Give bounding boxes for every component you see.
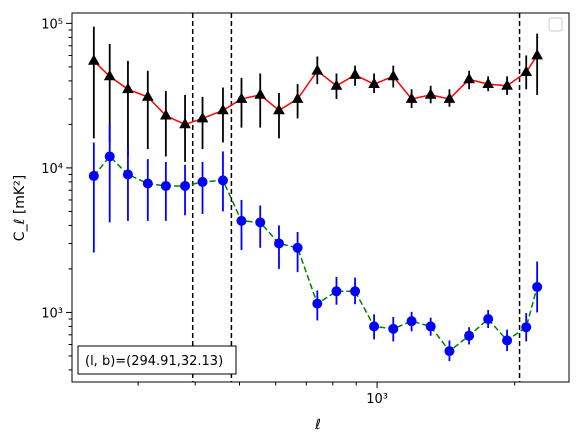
data-point-circle bbox=[88, 170, 99, 181]
data-point-circle bbox=[406, 316, 417, 327]
data-point-triangle bbox=[122, 82, 134, 94]
plot-area bbox=[87, 13, 543, 382]
data-point-triangle bbox=[273, 103, 285, 115]
plot-frame bbox=[71, 12, 570, 383]
data-point-circle bbox=[521, 322, 532, 333]
data-point-circle bbox=[292, 242, 303, 253]
y-tick-label: 10⁴ bbox=[41, 162, 63, 177]
data-point-triangle bbox=[235, 92, 248, 103]
data-point-triangle bbox=[443, 92, 456, 103]
x-axis-label: ℓ bbox=[314, 417, 321, 433]
data-point-triangle bbox=[103, 69, 116, 81]
data-point-circle bbox=[104, 151, 115, 162]
data-point-circle bbox=[369, 321, 380, 332]
data-point-triangle bbox=[311, 64, 324, 75]
y-tick-label: 10⁵ bbox=[41, 17, 63, 32]
data-point-circle bbox=[142, 178, 153, 189]
data-point-triangle bbox=[349, 68, 361, 79]
data-point-triangle bbox=[141, 90, 154, 101]
data-point-triangle bbox=[531, 48, 543, 60]
data-point-triangle bbox=[368, 77, 380, 89]
data-point-circle bbox=[464, 330, 475, 341]
annotation-text: (l, b)=(294.91,32.13) bbox=[85, 354, 223, 369]
data-point-circle bbox=[388, 323, 399, 334]
annotation: (l, b)=(294.91,32.13) bbox=[77, 345, 237, 375]
data-point-triangle bbox=[291, 92, 304, 103]
data-point-triangle bbox=[160, 109, 172, 120]
data-point-circle bbox=[122, 169, 133, 180]
data-point-triangle bbox=[387, 69, 400, 81]
y-tick-label: 10³ bbox=[41, 306, 63, 321]
data-point-triangle bbox=[520, 65, 533, 77]
data-point-triangle bbox=[179, 117, 191, 129]
data-point-triangle bbox=[196, 111, 209, 123]
data-point-triangle bbox=[405, 92, 418, 103]
data-point-triangle bbox=[501, 79, 513, 90]
data-point-circle bbox=[236, 215, 247, 226]
data-point-triangle bbox=[330, 79, 343, 90]
data-point-circle bbox=[217, 175, 228, 186]
data-point-circle bbox=[350, 286, 361, 297]
data-point-circle bbox=[180, 180, 191, 191]
data-point-circle bbox=[483, 314, 494, 325]
data-point-circle bbox=[502, 335, 513, 346]
data-point-triangle bbox=[424, 88, 437, 99]
data-point-triangle bbox=[87, 54, 100, 65]
data-point-triangle bbox=[482, 77, 494, 89]
data-point-circle bbox=[425, 321, 436, 332]
data-point-circle bbox=[331, 286, 342, 297]
data-point-circle bbox=[532, 281, 543, 292]
data-point-circle bbox=[197, 176, 208, 187]
data-point-circle bbox=[255, 217, 266, 228]
data-point-circle bbox=[444, 346, 455, 357]
data-point-circle bbox=[160, 180, 171, 191]
x-tick-label: 10³ bbox=[366, 392, 388, 407]
data-point-triangle bbox=[217, 103, 229, 115]
data-point-triangle bbox=[254, 88, 267, 99]
annotation-box bbox=[77, 345, 237, 375]
axes: 10³ 10³ 10⁴ 10⁵ bbox=[41, 12, 570, 407]
data-point-circle bbox=[273, 238, 284, 249]
y-axis-label: C_ℓ [mK²] bbox=[12, 175, 28, 241]
data-point-triangle bbox=[463, 72, 475, 84]
data-point-circle bbox=[312, 298, 323, 309]
legend-box bbox=[548, 17, 563, 32]
